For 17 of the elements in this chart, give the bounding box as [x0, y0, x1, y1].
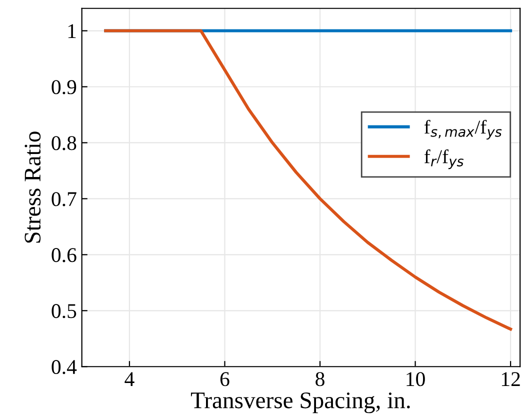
y-tick-label: 1 [68, 24, 76, 38]
y-tick-label: 0.7 [52, 192, 76, 206]
legend-label: f$_{r}$/f$_{ys}$ [424, 149, 464, 170]
x-axis-title: Transverse Spacing, in. [190, 392, 410, 414]
x-tick-label: 10 [406, 372, 425, 386]
line-series [104, 29, 512, 331]
x-tick-label: 12 [502, 372, 520, 386]
y-tick-label: 0.9 [52, 80, 76, 94]
y-tick-label: 0.6 [52, 248, 76, 262]
x-tick-label: 8 [316, 372, 324, 386]
legend-label: f$_{s,max}$/f$_{ys}$ [424, 120, 502, 140]
x-tick-label: 4 [124, 372, 134, 386]
y-axis-title: Stress Ratio [24, 132, 41, 243]
y-tick-label: 0.4 [52, 360, 77, 374]
x-tick-label: 6 [220, 372, 230, 386]
y-tick-label: 0.8 [52, 136, 76, 150]
y-tick-label: 0.5 [52, 304, 76, 318]
